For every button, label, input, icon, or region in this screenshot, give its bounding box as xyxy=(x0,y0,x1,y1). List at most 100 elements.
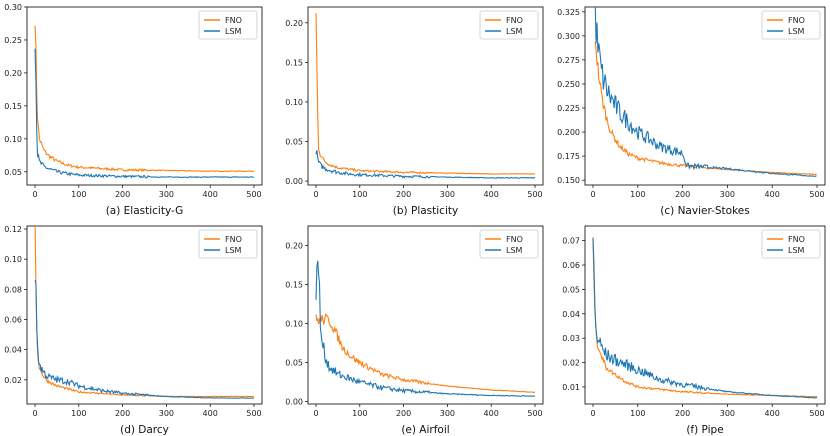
y-tick-label: 0.200 xyxy=(557,128,580,137)
y-tick-label: 0.275 xyxy=(557,56,580,65)
legend-label-fno: FNO xyxy=(788,16,805,25)
legend: FNO LSM xyxy=(198,229,258,259)
y-tick-label: 0.325 xyxy=(557,8,580,17)
series-group xyxy=(592,237,818,399)
legend-label-lsm: LSM xyxy=(788,27,805,36)
legend-label-fno: FNO xyxy=(506,16,523,25)
x-tick-label: 100 xyxy=(352,190,367,199)
y-tick-label: 0.25 xyxy=(4,36,22,45)
y-tick-label: 0.300 xyxy=(557,32,580,41)
subplot-4: 0 100 200 300 400 500 0.00 0.05 0.10 0.15 0.20 (e) … xyxy=(285,225,544,436)
y-tick-label: 0.02 xyxy=(4,376,22,385)
y-tick-label: 0.30 xyxy=(4,3,22,12)
x-tick-label: 500 xyxy=(809,409,824,418)
y-tick-label: 0.03 xyxy=(562,334,580,343)
y-tick-label: 0.12 xyxy=(4,225,22,234)
x-tick-label: 0 xyxy=(32,409,37,418)
x-tick-label: 200 xyxy=(396,190,411,199)
y-tick-label: 0.10 xyxy=(285,320,303,329)
series-line-lsm xyxy=(315,150,536,179)
x-tick-label: 200 xyxy=(675,409,690,418)
series-line-lsm xyxy=(34,280,255,399)
series-line-lsm xyxy=(592,237,817,399)
x-tick-label: 200 xyxy=(115,190,130,199)
series-group xyxy=(34,25,255,179)
y-tick-label: 0.250 xyxy=(557,80,580,89)
series-line-fno xyxy=(594,41,817,176)
y-tick-label: 0.05 xyxy=(4,168,22,177)
y-tick-label: 0.20 xyxy=(285,19,303,28)
axes-frame xyxy=(26,225,263,405)
x-tick-label: 400 xyxy=(203,409,218,418)
x-tick-label: 100 xyxy=(630,190,645,199)
x-tick-label: 300 xyxy=(159,190,174,199)
series-line-lsm xyxy=(315,260,536,397)
x-tick-label: 400 xyxy=(484,190,499,199)
x-tick-label: 0 xyxy=(32,190,37,199)
y-tick-label: 0.02 xyxy=(562,359,580,368)
x-tick-label: 0 xyxy=(590,409,595,418)
legend-label-fno: FNO xyxy=(225,16,242,25)
x-tick-label: 500 xyxy=(246,409,261,418)
y-tick-label: 0.15 xyxy=(285,281,303,290)
subplot-5: 0 100 200 300 400 500 0.01 0.02 0.03 0.04 0.05 0.06… xyxy=(562,225,826,436)
y-tick-label: 0.05 xyxy=(562,285,580,294)
axes-frame xyxy=(307,6,544,186)
legend-label-lsm: LSM xyxy=(225,246,242,255)
y-tick-label: 0.20 xyxy=(4,69,22,78)
y-tick-label: 0.150 xyxy=(557,176,580,185)
series-line-fno xyxy=(592,239,818,398)
x-tick-label: 500 xyxy=(527,409,542,418)
series-line-fno xyxy=(315,13,536,175)
series-group xyxy=(315,260,536,397)
subplot-1: 0 100 200 300 400 500 0.00 0.05 0.10 0.15 0.20 (b) … xyxy=(285,6,544,217)
x-tick-label: 100 xyxy=(71,190,86,199)
subplot-caption: (c) Navier-Stokes xyxy=(660,205,749,217)
subplot-caption: (b) Plasticity xyxy=(393,205,458,217)
legend: FNO LSM xyxy=(761,10,821,40)
x-tick-label: 200 xyxy=(675,190,690,199)
x-tick-label: 400 xyxy=(765,409,780,418)
x-tick-label: 300 xyxy=(159,409,174,418)
legend-label-lsm: LSM xyxy=(788,246,805,255)
y-tick-label: 0.00 xyxy=(285,398,303,407)
series-group xyxy=(594,7,817,178)
subplot-3: 0 100 200 300 400 500 0.02 0.04 0.06 0.08 0.10 0.12… xyxy=(4,225,263,436)
subplot-caption: (a) Elasticity-G xyxy=(106,205,184,217)
x-tick-label: 400 xyxy=(203,190,218,199)
x-tick-label: 400 xyxy=(484,409,499,418)
y-tick-label: 0.07 xyxy=(562,237,580,246)
legend-box xyxy=(479,10,539,40)
legend-box xyxy=(761,10,821,40)
legend: FNO LSM xyxy=(198,10,258,40)
y-tick-label: 0.05 xyxy=(285,359,303,368)
y-tick-label: 0.225 xyxy=(557,104,580,113)
subplot-caption: (e) Airfoil xyxy=(401,424,449,436)
legend: FNO LSM xyxy=(479,10,539,40)
y-tick-label: 0.00 xyxy=(285,177,303,186)
y-tick-label: 0.04 xyxy=(4,346,22,355)
legend-label-lsm: LSM xyxy=(506,27,523,36)
axes-frame xyxy=(584,6,826,186)
x-tick-label: 100 xyxy=(630,409,645,418)
y-tick-label: 0.06 xyxy=(562,261,580,270)
y-tick-label: 0.10 xyxy=(285,98,303,107)
legend-label-fno: FNO xyxy=(788,235,805,244)
x-tick-label: 500 xyxy=(246,190,261,199)
legend-box xyxy=(761,229,821,259)
legend-label-fno: FNO xyxy=(506,235,523,244)
legend-label-lsm: LSM xyxy=(225,27,242,36)
x-tick-label: 100 xyxy=(352,409,367,418)
series-line-lsm xyxy=(34,48,255,179)
x-tick-label: 400 xyxy=(765,190,780,199)
series-group xyxy=(34,226,255,399)
x-tick-label: 300 xyxy=(440,190,455,199)
legend-box xyxy=(198,229,258,259)
x-tick-label: 200 xyxy=(396,409,411,418)
x-tick-label: 200 xyxy=(115,409,130,418)
axes-frame xyxy=(307,225,544,405)
y-tick-label: 0.15 xyxy=(4,102,22,111)
series-line-fno xyxy=(34,25,255,173)
subplot-caption: (d) Darcy xyxy=(120,424,169,436)
